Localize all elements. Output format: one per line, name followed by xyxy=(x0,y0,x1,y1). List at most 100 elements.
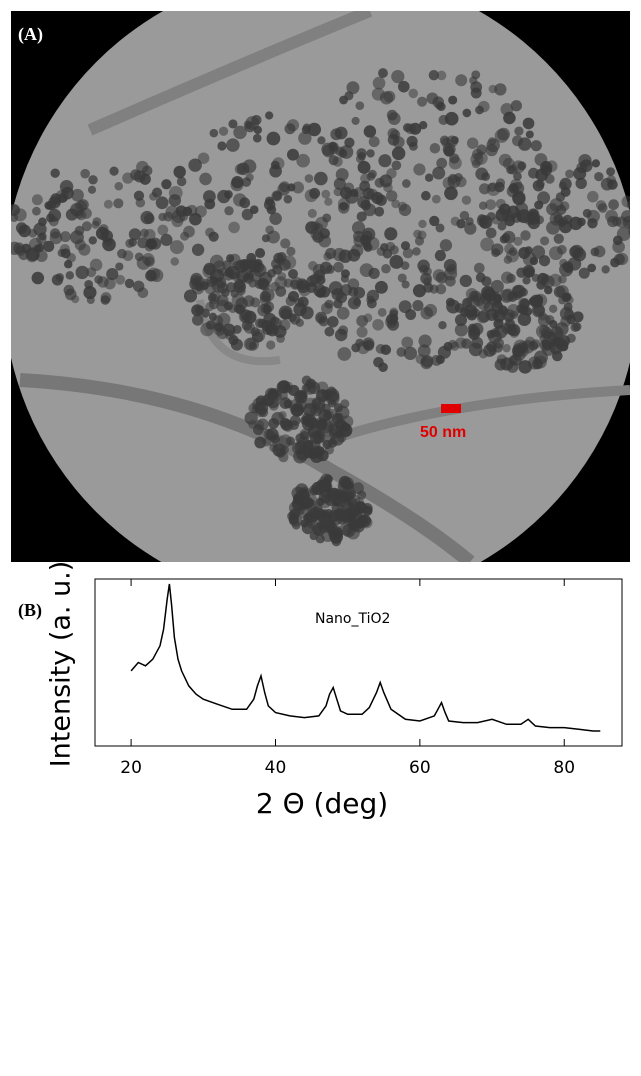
particle xyxy=(264,397,274,407)
particle xyxy=(86,267,97,278)
particle xyxy=(36,234,47,245)
particle xyxy=(372,76,386,90)
particle xyxy=(324,197,333,206)
particle xyxy=(239,197,251,209)
particle xyxy=(49,231,63,245)
particle xyxy=(243,337,256,351)
particle xyxy=(273,252,285,264)
particle xyxy=(437,345,451,359)
particle xyxy=(374,206,385,217)
particle xyxy=(478,201,488,210)
particle xyxy=(296,153,310,168)
particle xyxy=(31,271,45,285)
particle xyxy=(363,339,375,351)
particle xyxy=(15,245,26,257)
particle xyxy=(269,212,282,225)
particle xyxy=(333,177,346,191)
particle xyxy=(351,221,366,235)
particle xyxy=(545,314,555,325)
particle xyxy=(530,339,541,349)
particle xyxy=(491,300,504,313)
particle xyxy=(232,324,242,334)
particle xyxy=(494,83,507,96)
particle xyxy=(502,230,516,244)
particle xyxy=(241,320,253,331)
particle xyxy=(317,136,326,145)
particle xyxy=(445,297,455,307)
particle xyxy=(241,208,254,221)
x-axis-label: 2 Θ (deg) xyxy=(256,787,388,820)
particle xyxy=(304,174,314,183)
particle xyxy=(418,334,432,348)
particle xyxy=(535,179,545,189)
particle xyxy=(183,289,198,303)
particle xyxy=(503,111,516,125)
particle xyxy=(396,347,407,357)
particle xyxy=(98,224,109,234)
particle xyxy=(398,300,412,314)
particle xyxy=(321,518,330,527)
particle xyxy=(353,287,366,299)
particle xyxy=(398,203,412,217)
particle xyxy=(243,120,253,130)
particle xyxy=(486,341,497,352)
particle xyxy=(303,414,317,428)
particle xyxy=(343,182,355,194)
particle xyxy=(233,125,247,140)
particle xyxy=(550,326,564,340)
particle xyxy=(333,261,344,273)
particle xyxy=(252,263,267,277)
particle xyxy=(142,165,153,176)
particle xyxy=(51,274,64,286)
particle xyxy=(245,271,254,280)
particle xyxy=(389,245,399,255)
particle xyxy=(92,217,102,227)
particle xyxy=(428,70,439,81)
particle xyxy=(402,179,411,188)
x-tick-label: 80 xyxy=(553,758,575,778)
particle xyxy=(291,497,305,511)
particle xyxy=(384,227,398,241)
annotation: Nano_TiO2 xyxy=(315,611,390,627)
particle xyxy=(208,231,219,242)
particle xyxy=(510,100,523,112)
particle xyxy=(435,101,444,110)
particle xyxy=(503,255,513,264)
particle xyxy=(297,296,309,308)
particle xyxy=(577,217,586,227)
particle xyxy=(115,262,124,271)
particle xyxy=(134,252,144,262)
particle xyxy=(340,274,349,283)
particle xyxy=(254,279,265,290)
particle xyxy=(621,195,630,208)
particle xyxy=(115,274,126,285)
particle xyxy=(355,101,365,111)
particle xyxy=(381,263,391,274)
particle xyxy=(374,280,388,294)
panel-label: (A) xyxy=(18,24,43,45)
particle xyxy=(307,447,319,460)
particle xyxy=(323,252,332,261)
particle xyxy=(556,244,567,255)
particle xyxy=(406,135,418,148)
particle xyxy=(171,215,184,228)
particle xyxy=(628,226,630,236)
particle xyxy=(205,320,216,330)
particle xyxy=(288,268,298,279)
particle xyxy=(549,198,564,212)
particle xyxy=(461,195,472,205)
particle xyxy=(417,259,430,273)
particle xyxy=(402,247,414,259)
particle xyxy=(450,216,460,226)
particle xyxy=(65,271,75,280)
particle xyxy=(228,304,238,314)
particle xyxy=(485,227,497,239)
particle xyxy=(613,253,625,265)
particle xyxy=(228,119,238,129)
particle xyxy=(236,286,246,296)
particle xyxy=(199,172,212,186)
particle xyxy=(277,380,291,394)
particle xyxy=(454,314,468,327)
particle xyxy=(455,74,468,87)
particle xyxy=(435,223,445,233)
